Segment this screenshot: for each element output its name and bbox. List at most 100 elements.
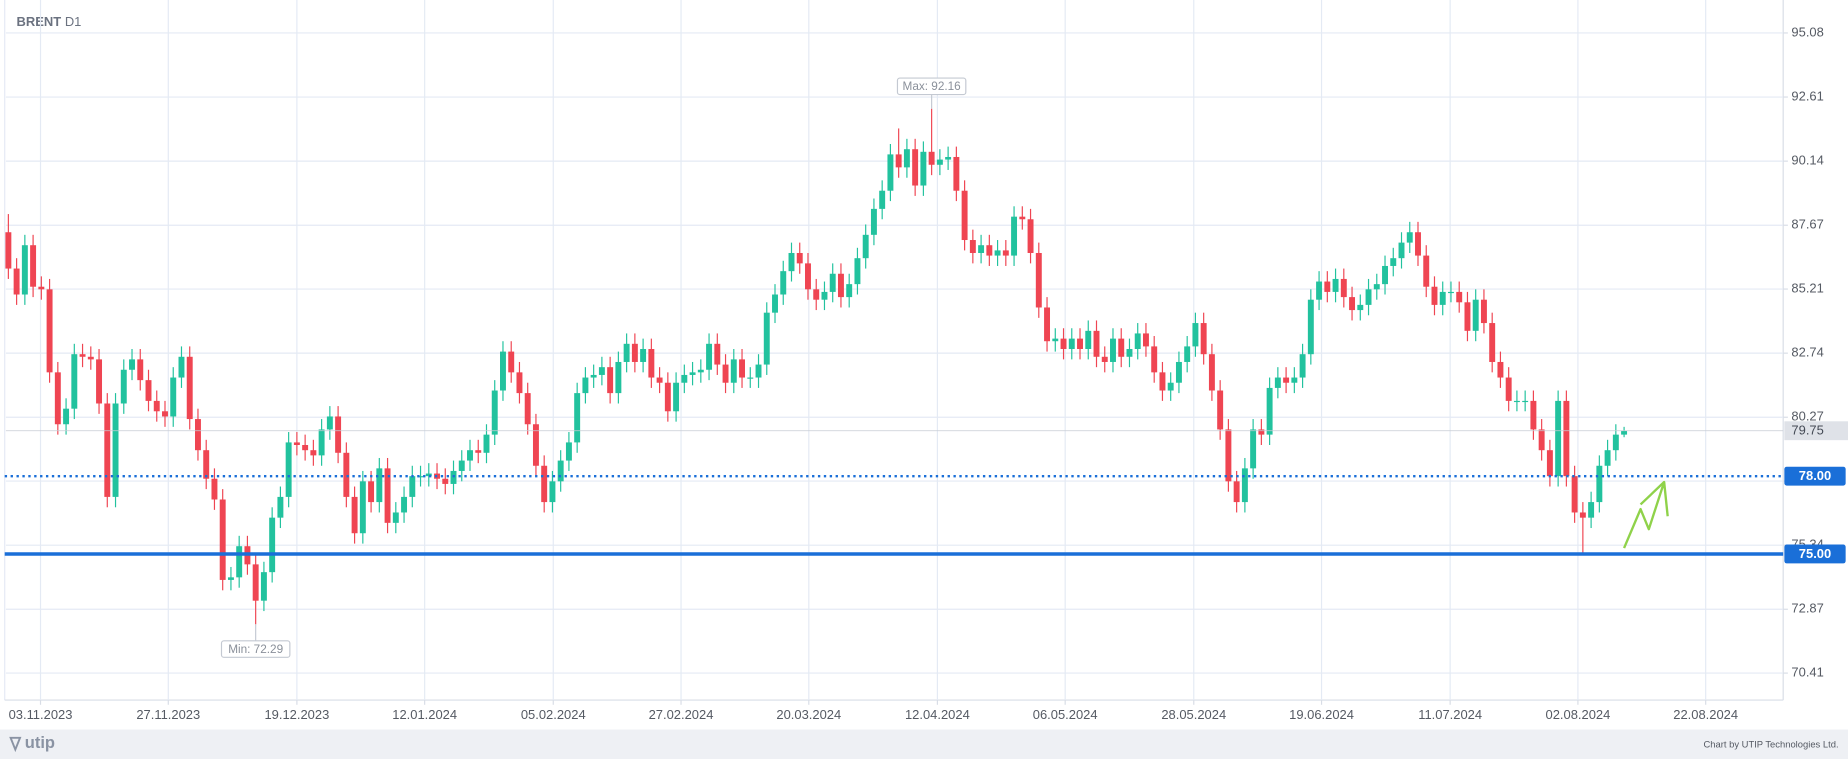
candle-body: [401, 496, 408, 513]
candle-body: [1357, 304, 1364, 311]
candle-body: [1258, 429, 1265, 435]
candle-body: [780, 271, 787, 295]
x-tick-label: 05.02.2024: [521, 707, 586, 722]
x-tick-label: 02.08.2024: [1545, 707, 1610, 722]
candle-body: [969, 240, 976, 253]
candle-body: [739, 359, 745, 378]
candle-body: [1316, 281, 1323, 300]
candle-body: [631, 343, 638, 362]
candle-body: [1233, 481, 1240, 503]
y-tick-label: 80.27: [1791, 409, 1823, 424]
candle-body: [203, 450, 210, 479]
x-tick-label: 20.03.2024: [776, 707, 841, 722]
chart-timeframe: D1: [65, 14, 82, 29]
candle-body: [1472, 299, 1479, 331]
candle-body: [524, 393, 531, 425]
candle-body: [673, 382, 680, 412]
annotation-box: [220, 640, 291, 658]
candle-body: [722, 364, 729, 383]
candle-body: [5, 232, 12, 269]
x-tick-label: 06.05.2024: [1033, 707, 1098, 722]
candle-body: [936, 159, 943, 165]
candle-body: [326, 416, 333, 430]
y-tick-label: 92.61: [1791, 88, 1823, 103]
y-tick-label: 95.08: [1791, 24, 1823, 39]
hand-drawn-arrow-head: [1639, 481, 1665, 506]
candle-body: [648, 348, 655, 378]
candle-body: [170, 377, 177, 417]
candle-body: [1406, 232, 1413, 243]
candle-body: [1480, 299, 1487, 324]
candle-body: [310, 450, 317, 456]
candle-body: [1588, 502, 1595, 518]
level-label-box: [1784, 466, 1846, 486]
candle-body: [145, 380, 152, 401]
candle-body: [1382, 265, 1388, 285]
candle-body: [1118, 338, 1125, 357]
y-tick-label: 90.14: [1791, 153, 1823, 168]
candle-body: [1513, 400, 1520, 403]
candle-body: [837, 273, 844, 298]
x-tick-label: 12.04.2024: [905, 707, 970, 722]
candle-body: [450, 470, 457, 484]
candle-body: [1522, 400, 1529, 403]
candle-body: [920, 151, 927, 186]
candle-body: [13, 268, 20, 295]
candle-body: [1044, 307, 1051, 342]
candle-body: [1307, 299, 1314, 355]
x-tick-label: 19.12.2023: [264, 707, 329, 722]
annotation-label: Max: 92.16: [903, 80, 962, 93]
candle-body: [293, 442, 300, 446]
candle-body: [1142, 333, 1149, 347]
candle-body: [335, 416, 342, 453]
candle-body: [1274, 377, 1281, 388]
candle-body: [961, 190, 968, 241]
candle-body: [1332, 278, 1339, 292]
candle-body: [21, 245, 28, 295]
candle-body: [656, 377, 663, 383]
candle-body: [565, 442, 572, 461]
candle-body: [1448, 291, 1454, 294]
candle-body: [813, 289, 820, 300]
candle-body: [796, 252, 803, 264]
candle-body: [697, 369, 704, 373]
candle-body: [829, 273, 836, 292]
candle-body: [870, 208, 877, 235]
candle-body: [38, 286, 45, 290]
candle-body: [1093, 330, 1100, 357]
candle-body: [1390, 258, 1397, 266]
candle-body: [895, 154, 902, 168]
candle-body: [392, 512, 399, 523]
candle-body: [846, 284, 853, 298]
candle-body: [1464, 302, 1471, 331]
candle-body: [1217, 390, 1224, 430]
candle-body: [928, 151, 935, 165]
candle-body: [747, 377, 754, 379]
candle-body: [409, 476, 416, 497]
candle-body: [129, 359, 135, 370]
candle-body: [508, 351, 515, 373]
candle-body: [854, 258, 861, 285]
y-tick-label: 70.41: [1791, 665, 1823, 680]
candle-body: [194, 419, 201, 451]
candle-body: [211, 478, 218, 500]
candle-body: [1027, 219, 1034, 253]
candle-body: [1505, 377, 1512, 401]
candle-body: [351, 496, 358, 534]
candle-body: [689, 372, 696, 375]
candle-body: [1085, 330, 1092, 349]
candle-body: [623, 343, 630, 362]
candle-body: [1134, 333, 1141, 349]
candle-body: [1192, 323, 1199, 347]
candle-body: [491, 390, 498, 435]
candle-body: [903, 149, 910, 168]
candle-body: [104, 403, 111, 497]
utip-logo: utip: [9, 734, 55, 753]
candle-body: [1208, 354, 1215, 391]
candle-body: [978, 245, 985, 253]
candle-body: [755, 364, 762, 378]
candle-body: [1159, 372, 1166, 391]
candle-body: [1225, 429, 1232, 482]
candle-body: [137, 359, 144, 381]
candle-body: [1266, 387, 1273, 435]
